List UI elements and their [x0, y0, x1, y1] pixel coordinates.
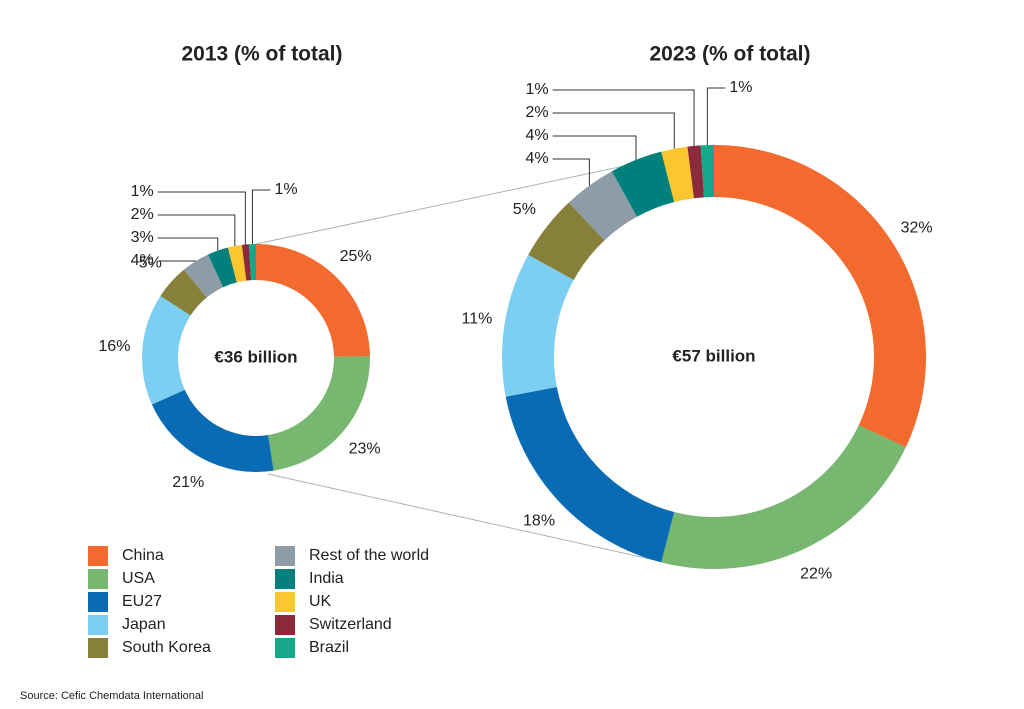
- leader-line: [157, 191, 246, 245]
- value-label: 3%: [131, 229, 154, 246]
- legend-label: Brazil: [309, 639, 349, 656]
- legend-label: USA: [122, 570, 155, 587]
- donut-slice: [501, 254, 574, 397]
- center-label: €36 billion: [214, 347, 297, 366]
- donut-slice: [611, 151, 675, 217]
- value-label: 4%: [525, 127, 548, 144]
- value-label: 5%: [513, 201, 536, 218]
- donut-slice: [160, 269, 207, 316]
- value-label: 11%: [462, 311, 493, 328]
- value-label: 1%: [274, 181, 297, 198]
- legend-label: India: [309, 570, 344, 587]
- leader-line: [251, 189, 271, 245]
- legend-swatch: [275, 615, 295, 635]
- legend-swatch: [88, 615, 108, 635]
- donut-slice: [241, 244, 252, 281]
- leader-line: [552, 135, 637, 160]
- source: Source: Cefic Chemdata International: [20, 690, 203, 702]
- donut-slice: [661, 425, 906, 570]
- donut-slice: [227, 244, 247, 283]
- legend-label: EU27: [122, 593, 162, 610]
- value-label: 16%: [98, 338, 130, 355]
- donut-slice: [207, 247, 237, 288]
- leader-line: [157, 237, 219, 251]
- value-label: 4%: [525, 150, 548, 167]
- legend-swatch: [275, 592, 295, 612]
- donut-slice: [714, 145, 926, 448]
- chart-title: 2013 (% of total): [181, 43, 342, 66]
- chart-title: 2023 (% of total): [649, 43, 810, 66]
- value-label: 2%: [525, 104, 548, 121]
- leader-line: [552, 158, 590, 186]
- donut-slice: [661, 146, 694, 203]
- legend-swatch: [88, 638, 108, 658]
- legend-swatch: [275, 638, 295, 658]
- donut-slice: [183, 254, 224, 298]
- value-label: 23%: [349, 441, 381, 458]
- leader-line: [552, 89, 695, 146]
- donut-slice: [700, 145, 714, 198]
- legend-label: Switzerland: [309, 616, 392, 633]
- value-label: 1%: [131, 183, 154, 200]
- donut-slice: [528, 202, 605, 280]
- donut-slice: [256, 244, 370, 357]
- legend-swatch: [88, 546, 108, 566]
- value-label: 25%: [340, 248, 372, 265]
- value-label: 32%: [901, 220, 933, 237]
- legend-label: Japan: [122, 616, 166, 633]
- value-label: 4%: [131, 252, 154, 269]
- legend-swatch: [88, 569, 108, 589]
- value-label: 18%: [523, 513, 555, 530]
- donut-slice: [248, 244, 256, 281]
- legend-swatch: [275, 546, 295, 566]
- donut-slice: [687, 145, 704, 199]
- donut-slice: [505, 386, 675, 563]
- value-label: 5%: [139, 254, 162, 271]
- donut-slice: [568, 171, 637, 241]
- leader-line: [552, 112, 675, 149]
- legend-label: South Korea: [122, 639, 211, 656]
- connector: [267, 473, 669, 564]
- leader-line: [157, 214, 236, 246]
- legend-label: Rest of the world: [309, 547, 429, 564]
- value-label: 2%: [131, 206, 154, 223]
- value-label: 22%: [800, 565, 832, 582]
- legend-swatch: [275, 569, 295, 589]
- donut-slice: [151, 389, 274, 472]
- legend-label: China: [122, 547, 164, 564]
- value-label: 21%: [172, 474, 204, 491]
- leader-line: [706, 87, 726, 146]
- legend-label: UK: [309, 593, 332, 610]
- center-label: €57 billion: [672, 346, 755, 365]
- donut-slice: [268, 356, 371, 471]
- value-label: 1%: [525, 81, 548, 98]
- donut-slice: [142, 295, 191, 405]
- legend-swatch: [88, 592, 108, 612]
- value-label: 1%: [729, 79, 752, 96]
